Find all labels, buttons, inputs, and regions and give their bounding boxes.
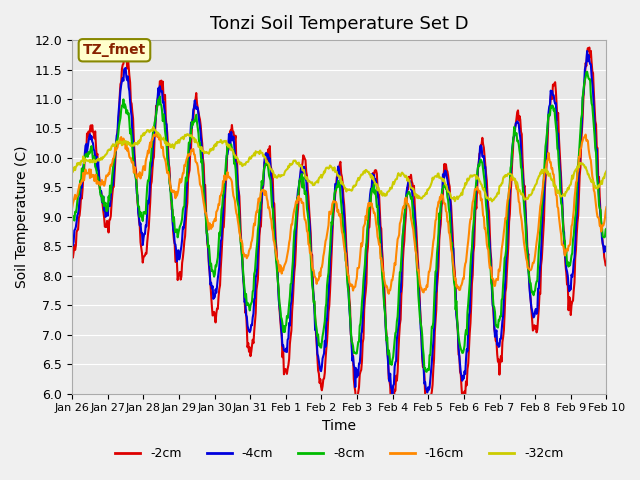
-4cm bbox=[420, 381, 428, 386]
-32cm bbox=[133, 141, 141, 146]
-8cm bbox=[404, 191, 412, 197]
Line: -2cm: -2cm bbox=[72, 45, 607, 412]
-32cm bbox=[149, 124, 157, 130]
-4cm bbox=[133, 191, 141, 196]
-4cm bbox=[388, 391, 396, 396]
-32cm bbox=[216, 139, 224, 145]
-8cm bbox=[603, 226, 611, 231]
-32cm bbox=[68, 170, 76, 176]
-4cm bbox=[405, 178, 413, 184]
Line: -32cm: -32cm bbox=[72, 127, 607, 202]
-8cm bbox=[188, 129, 195, 135]
-2cm bbox=[216, 282, 224, 288]
-4cm bbox=[68, 236, 76, 241]
Line: -16cm: -16cm bbox=[72, 133, 607, 294]
-32cm bbox=[78, 158, 86, 164]
Line: -8cm: -8cm bbox=[72, 72, 607, 372]
-2cm bbox=[421, 390, 429, 396]
-4cm bbox=[583, 48, 591, 54]
-4cm bbox=[603, 245, 611, 251]
-2cm bbox=[603, 262, 611, 267]
-16cm bbox=[216, 193, 224, 199]
Title: Tonzi Soil Temperature Set D: Tonzi Soil Temperature Set D bbox=[210, 15, 468, 33]
-2cm bbox=[406, 175, 413, 181]
-2cm bbox=[78, 196, 86, 202]
-4cm bbox=[188, 120, 195, 125]
-32cm bbox=[488, 199, 496, 204]
-16cm bbox=[152, 131, 160, 136]
-8cm bbox=[68, 216, 76, 222]
-16cm bbox=[78, 178, 86, 183]
-4cm bbox=[216, 264, 223, 270]
-2cm bbox=[134, 200, 141, 205]
Legend: -2cm, -4cm, -8cm, -16cm, -32cm: -2cm, -4cm, -8cm, -16cm, -32cm bbox=[110, 442, 568, 465]
-2cm bbox=[388, 409, 396, 415]
-32cm bbox=[405, 178, 413, 184]
-16cm bbox=[406, 204, 413, 210]
-16cm bbox=[385, 291, 392, 297]
-8cm bbox=[133, 184, 141, 190]
-16cm bbox=[188, 147, 196, 153]
-32cm bbox=[188, 133, 196, 139]
Y-axis label: Soil Temperature (C): Soil Temperature (C) bbox=[15, 145, 29, 288]
-8cm bbox=[583, 69, 591, 74]
-8cm bbox=[216, 230, 223, 236]
-8cm bbox=[423, 369, 431, 375]
-16cm bbox=[133, 175, 141, 181]
-4cm bbox=[78, 185, 86, 191]
X-axis label: Time: Time bbox=[323, 419, 356, 433]
-2cm bbox=[68, 253, 76, 259]
Line: -4cm: -4cm bbox=[72, 51, 607, 394]
Text: TZ_fmet: TZ_fmet bbox=[83, 43, 146, 57]
-8cm bbox=[78, 166, 86, 171]
-8cm bbox=[420, 352, 428, 358]
-32cm bbox=[420, 193, 428, 199]
-16cm bbox=[68, 205, 76, 211]
-32cm bbox=[603, 168, 611, 174]
-2cm bbox=[121, 42, 129, 48]
-16cm bbox=[603, 204, 611, 210]
-2cm bbox=[188, 127, 196, 132]
-16cm bbox=[421, 287, 429, 292]
